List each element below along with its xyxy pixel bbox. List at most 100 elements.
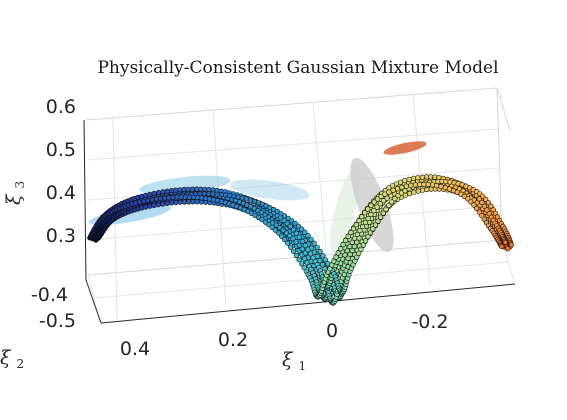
trajectory-point — [293, 252, 300, 259]
trajectory-point — [386, 202, 392, 208]
trajectory-point — [406, 176, 412, 182]
trajectory-point — [223, 192, 229, 198]
trajectory-point — [164, 200, 170, 206]
y-tick-label: -0.4 — [31, 284, 68, 306]
y-axis-label-subscript: 2 — [17, 357, 25, 371]
trajectory-point — [360, 242, 366, 248]
trajectory-point — [287, 223, 293, 229]
trajectory-point — [308, 251, 314, 257]
x-tick-label: -0.2 — [411, 311, 448, 333]
trajectory-point — [331, 258, 337, 264]
trajectory-point — [382, 191, 388, 197]
trajectory-point — [302, 229, 308, 235]
trajectory-point — [468, 199, 474, 205]
y-axis-label-symbol: ξ — [0, 347, 12, 369]
trajectory-point — [502, 239, 508, 245]
gaussian-ellipse — [329, 166, 361, 254]
trajectory-point — [290, 248, 297, 254]
grid-line-floor-3 — [93, 261, 509, 299]
z-tick-label: 0.6 — [46, 96, 76, 118]
trajectory-point — [143, 204, 149, 210]
trajectory-point — [345, 233, 351, 239]
trajectory-point — [169, 200, 175, 206]
trajectory-point — [153, 196, 159, 202]
trajectory-point — [282, 213, 288, 219]
trajectory-point — [160, 189, 166, 195]
trajectory-point — [279, 233, 285, 239]
trajectory-point — [479, 199, 485, 206]
trajectory-point — [352, 235, 358, 241]
z-axis-line — [83, 119, 87, 281]
trajectory-point — [141, 198, 147, 204]
z-ticks: 0.6 0.5 0.4 0.3 — [46, 96, 76, 247]
trajectory-point — [340, 242, 346, 248]
trajectory-point — [147, 191, 153, 197]
x-axis-label-symbol: ξ — [282, 349, 294, 371]
trajectory-point — [356, 250, 362, 256]
trajectory-point — [372, 222, 379, 228]
gaussian-ellipse — [383, 141, 427, 155]
trajectory-point — [302, 243, 308, 249]
trajectory-point — [358, 246, 364, 252]
trajectory-point — [218, 192, 225, 198]
x-tick-label: 0 — [326, 320, 338, 342]
x-axis-label-subscript: 1 — [299, 359, 307, 373]
trajectory-point — [505, 246, 511, 252]
trajectory-point — [386, 189, 392, 195]
trajectory-point — [168, 188, 175, 194]
trajectory-point — [380, 210, 386, 216]
trajectory-point — [305, 233, 311, 239]
trajectory-point — [360, 223, 366, 230]
trajectory-point — [359, 214, 365, 220]
trajectory-point — [354, 231, 360, 237]
y-axis-line — [85, 279, 102, 324]
trajectory-point — [362, 210, 368, 216]
trajectory-point — [173, 199, 179, 206]
trajectory-point — [353, 222, 359, 228]
trajectory-point — [465, 196, 471, 202]
trajectory-point — [299, 226, 305, 232]
trajectory-point — [419, 174, 425, 180]
trajectory-point — [390, 187, 396, 193]
trajectory-point — [296, 242, 302, 248]
trajectory-point — [145, 197, 151, 204]
trajectory-point — [201, 191, 207, 197]
trajectory-point — [375, 218, 381, 224]
trajectory-point — [314, 244, 320, 250]
trajectory-point — [415, 188, 421, 194]
trajectory-point — [177, 187, 183, 193]
trajectory-point — [384, 195, 390, 201]
trajectory-point — [370, 226, 376, 232]
trajectory-point — [283, 230, 290, 236]
trajectory-point — [285, 240, 291, 246]
trajectory-point — [354, 254, 360, 260]
trajectory-point — [280, 227, 286, 233]
trajectory-point — [490, 207, 496, 213]
trajectory-point — [262, 219, 269, 225]
trajectory-point — [378, 193, 384, 199]
trajectory-point — [158, 195, 164, 202]
x-tick-label: 0.2 — [218, 329, 248, 351]
trajectory-point — [399, 184, 405, 190]
trajectory-point — [317, 248, 323, 255]
trajectory-point — [362, 219, 368, 226]
trajectory-point — [483, 196, 489, 202]
trajectory-point — [292, 220, 298, 226]
trajectory-point — [155, 190, 162, 196]
trajectory-point — [349, 239, 355, 245]
trajectory-point — [383, 206, 389, 212]
trajectory-point — [368, 202, 374, 208]
trajectory-point — [403, 183, 410, 189]
trajectory-point — [363, 238, 369, 244]
z-axis-label-subscript: 3 — [13, 181, 27, 189]
trajectory-point — [295, 223, 302, 229]
trajectory-point — [365, 234, 371, 240]
trajectory-point — [338, 246, 344, 252]
z-tick-label: 0.5 — [46, 139, 76, 161]
trajectory-point — [377, 201, 383, 207]
trajectory-point — [333, 254, 339, 260]
trajectory-point — [434, 183, 440, 189]
trajectory-point — [481, 203, 488, 209]
trajectory-point — [277, 225, 283, 231]
trajectory-point — [367, 230, 374, 236]
